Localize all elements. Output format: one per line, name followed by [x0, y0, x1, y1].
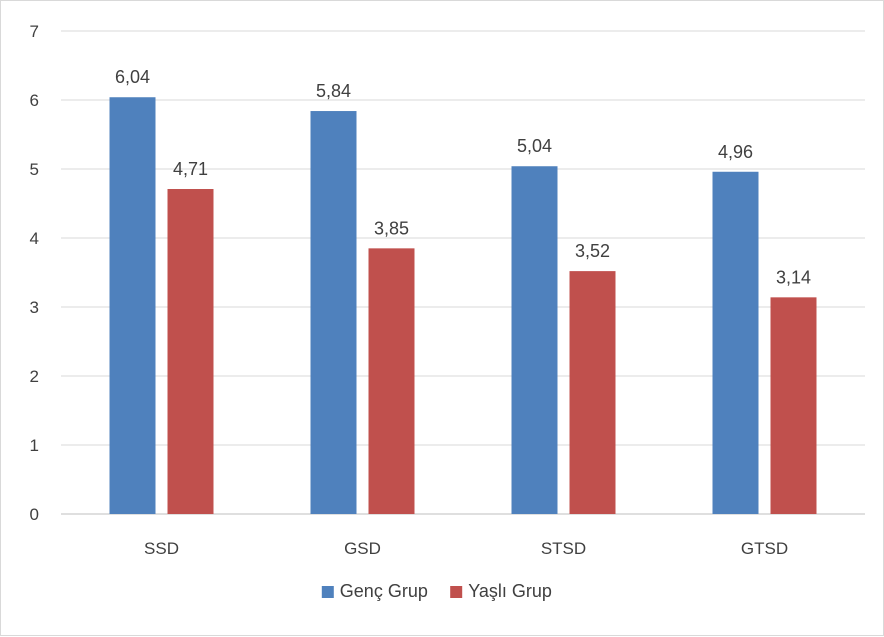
data-label: 4,96	[718, 142, 753, 162]
bar-stsd-series-1	[511, 166, 558, 515]
x-tick-label: GSD	[344, 539, 381, 558]
data-label: 3,14	[776, 267, 811, 287]
data-label: 6,04	[115, 67, 150, 87]
y-tick-label: 2	[30, 367, 39, 386]
y-tick-label: 1	[30, 436, 39, 455]
bar-ssd-series-2	[167, 189, 214, 514]
data-label: 3,52	[575, 241, 610, 261]
data-label: 3,85	[374, 218, 409, 238]
data-label: 5,84	[316, 81, 351, 101]
data-label: 5,04	[517, 136, 552, 156]
bar-ssd-series-1	[109, 97, 156, 515]
bar-stsd-series-2	[569, 271, 616, 514]
bar-gsd-series-2	[368, 248, 415, 514]
y-tick-label: 6	[30, 91, 39, 110]
y-tick-label: 0	[30, 505, 39, 524]
y-tick-label: 3	[30, 298, 39, 317]
legend-swatch-series-1	[321, 586, 334, 598]
y-tick-label: 4	[30, 229, 39, 248]
legend-label-series-2: Yaşlı Grup	[468, 581, 552, 601]
bar-gtsd-series-1	[712, 171, 759, 514]
x-tick-label: GTSD	[741, 539, 788, 558]
y-tick-label: 7	[30, 22, 39, 41]
data-label: 4,71	[173, 159, 208, 179]
legend-swatch-series-2	[450, 586, 463, 598]
legend-label-series-1: Genç Grup	[340, 581, 428, 601]
y-tick-label: 5	[30, 160, 39, 179]
x-tick-label: SSD	[144, 539, 179, 558]
bar-gtsd-series-2	[770, 297, 817, 514]
bar-gsd-series-1	[310, 111, 357, 514]
x-tick-label: STSD	[541, 539, 586, 558]
